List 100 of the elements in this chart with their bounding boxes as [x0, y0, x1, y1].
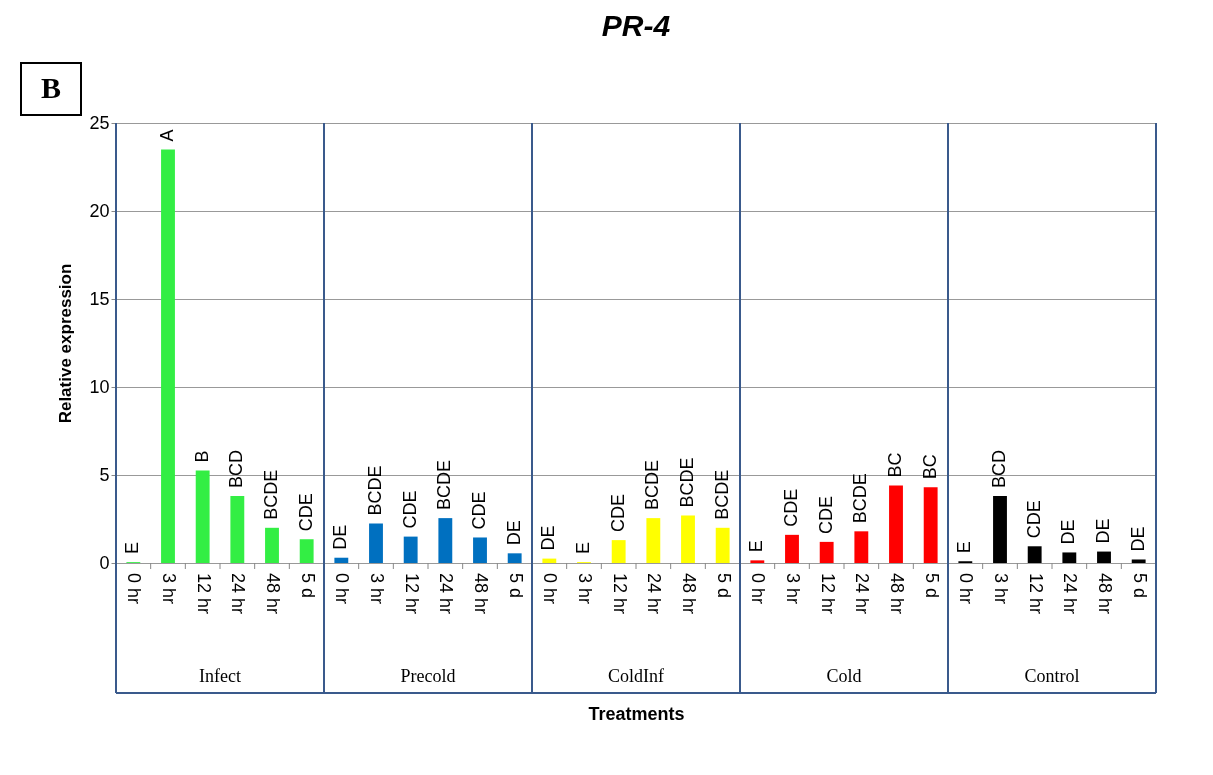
x-tick-label: 48 hr: [679, 573, 699, 615]
x-tick-label: 12 hr: [193, 573, 214, 615]
x-tick-label: 48 hr: [263, 573, 283, 615]
x-tick-label: 48 hr: [1095, 573, 1115, 615]
bar: [334, 557, 349, 563]
data-label: B: [191, 450, 212, 463]
text: Cold: [826, 666, 862, 686]
y-tick-label: 0: [99, 552, 110, 573]
x-tick-label: 48 hr: [471, 573, 491, 615]
data-label: DE: [1127, 526, 1148, 552]
data-label: BCDE: [711, 469, 732, 520]
data-label: DE: [503, 520, 524, 546]
bar: [611, 540, 626, 563]
bar: [1062, 552, 1077, 563]
data-label: CDE: [399, 490, 420, 529]
x-tick-label: 3 hr: [159, 573, 179, 605]
bar: [438, 518, 453, 563]
data-label: BCDE: [434, 460, 455, 511]
data-label: CDE: [469, 491, 489, 530]
data-label: BC: [885, 452, 905, 478]
data-label: CDE: [781, 488, 801, 527]
x-tick-label: 24 hr: [436, 573, 457, 615]
text: Precold: [400, 666, 456, 686]
x-tick-label: 5 d: [713, 573, 734, 599]
x-tick-label: 5 d: [505, 573, 526, 599]
bar: [1131, 559, 1146, 563]
bar: [265, 527, 279, 563]
data-label: E: [954, 541, 975, 554]
data-label: E: [746, 540, 767, 553]
bar: [299, 539, 314, 563]
x-tick-label: 12 hr: [401, 573, 422, 615]
data-label: E: [573, 542, 593, 555]
data-label: CDE: [607, 494, 628, 533]
data-label: DE: [538, 525, 559, 551]
bar: [681, 515, 695, 563]
x-tick-label: 5 d: [921, 573, 942, 599]
data-label: A: [157, 129, 177, 142]
bar: [750, 560, 765, 563]
y-tick-label: 10: [89, 376, 110, 397]
x-tick-label: 0 hr: [748, 573, 769, 605]
text: ColdInf: [608, 666, 664, 686]
x-tick-label: 24 hr: [852, 573, 873, 615]
data-label: BCDE: [642, 460, 663, 511]
x-tick-label: 48 hr: [887, 573, 907, 615]
x-tick-label: 0 hr: [540, 573, 561, 605]
x-tick-label: 24 hr: [1060, 573, 1081, 615]
bar: [161, 149, 175, 563]
x-tick-label: 12 hr: [1025, 573, 1046, 615]
x-tick-label: 3 hr: [367, 573, 387, 605]
data-label: BCDE: [850, 473, 871, 524]
x-tick-label: 5 d: [1129, 573, 1150, 599]
bar: [993, 496, 1007, 563]
data-label: BCDE: [365, 465, 385, 516]
bar: [195, 470, 210, 563]
bar: [369, 523, 383, 563]
x-tick-label: 12 hr: [817, 573, 838, 615]
data-label: CDE: [295, 493, 316, 532]
text: B: [40, 71, 62, 104]
data-label: DE: [330, 524, 351, 550]
data-label: BCD: [989, 450, 1009, 489]
y-tick-label: 20: [89, 200, 110, 221]
text: Infect: [199, 666, 241, 686]
bar: [819, 541, 834, 563]
data-label: BCDE: [677, 457, 697, 508]
y-tick-label: 15: [89, 288, 110, 309]
data-label: CDE: [815, 495, 836, 534]
data-label: BCD: [226, 450, 247, 489]
y-tick-label: 5: [99, 464, 110, 485]
bar: [785, 534, 799, 563]
y-tick-label: 25: [89, 112, 110, 133]
bar: [715, 527, 730, 563]
data-label: E: [122, 542, 143, 555]
x-tick-label: 3 hr: [991, 573, 1011, 605]
data-label: BCDE: [261, 469, 281, 520]
x-tick-label: 24 hr: [644, 573, 665, 615]
x-tick-label: 3 hr: [575, 573, 595, 605]
bar: [473, 537, 487, 563]
y-axis-title: Relative expression: [56, 263, 76, 424]
data-label: DE: [1058, 519, 1079, 545]
x-tick-label: 0 hr: [332, 573, 353, 605]
x-axis-title: Treatments: [588, 703, 685, 724]
bar: [507, 553, 522, 563]
x-tick-label: 0 hr: [956, 573, 977, 605]
text: Control: [1024, 666, 1080, 686]
bar: [854, 531, 869, 563]
bar: [230, 496, 245, 563]
x-tick-label: 12 hr: [609, 573, 630, 615]
x-tick-label: 5 d: [297, 573, 318, 599]
bar: [1097, 551, 1111, 563]
data-label: CDE: [1023, 500, 1044, 539]
data-label: BC: [919, 454, 940, 480]
x-tick-label: 24 hr: [228, 573, 249, 615]
bar: [403, 536, 418, 563]
bar: [889, 485, 903, 563]
bar: [923, 487, 938, 563]
chart-title: PR-4: [601, 9, 671, 42]
data-label: DE: [1093, 518, 1113, 544]
bar: [1027, 546, 1042, 563]
x-tick-label: 0 hr: [124, 573, 145, 605]
x-tick-label: 3 hr: [783, 573, 803, 605]
